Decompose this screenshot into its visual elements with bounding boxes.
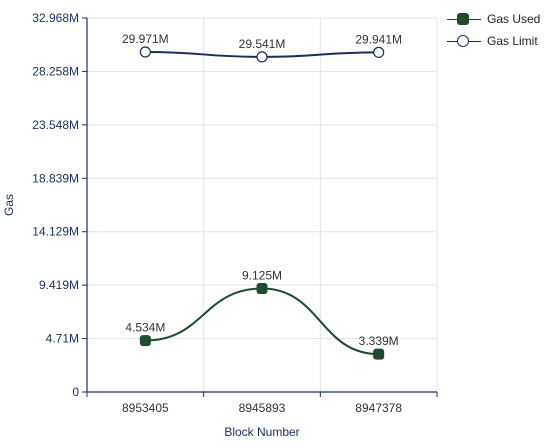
gas-limit-data-label: 29.971M xyxy=(122,32,169,46)
gas-limit-point xyxy=(373,46,385,58)
y-tick-label: 9.419M xyxy=(39,278,79,292)
series-layer: 4.534M 9.125M 3.339M 29.971M 29.541M 29.941M xyxy=(122,32,402,360)
gas-limit-marker-icon xyxy=(447,34,481,48)
x-axis-title: Block Number xyxy=(224,425,299,439)
gas-used-point xyxy=(139,335,151,347)
legend-item-gas-limit[interactable]: Gas Limit xyxy=(447,30,540,52)
x-tick-label: 8953405 xyxy=(122,401,169,415)
gas-limit-data-label: 29.941M xyxy=(355,32,402,46)
y-tick-label: 18.839M xyxy=(32,171,79,185)
y-tick-label: 28.258M xyxy=(32,64,79,78)
y-tick-label: 14.129M xyxy=(32,225,79,239)
axis-layer: 0 4.71M 9.419M 14.129M 18.839M 23.548M 28.258M… xyxy=(32,11,438,415)
grid-layer xyxy=(87,17,438,392)
legend-label-gas-used: Gas Used xyxy=(487,12,541,26)
legend: Gas Used Gas Limit xyxy=(447,8,540,52)
gas-used-data-label: 3.339M xyxy=(359,334,399,348)
gas-limit-point xyxy=(256,51,268,63)
y-axis-title: Gas xyxy=(2,194,16,216)
gas-used-data-label: 9.125M xyxy=(242,268,282,282)
gas-used-line xyxy=(145,287,379,356)
y-tick-label: 32.968M xyxy=(32,11,79,25)
y-tick-label: 23.548M xyxy=(32,118,79,132)
x-tick-label: 8947378 xyxy=(355,401,402,415)
gas-limit-point xyxy=(139,46,151,58)
x-tick-label: 8945893 xyxy=(239,401,286,415)
gas-limit-data-label: 29.541M xyxy=(239,37,286,51)
gas-used-data-label: 4.534M xyxy=(125,321,165,335)
y-tick-label: 4.71M xyxy=(46,332,79,346)
legend-label-gas-limit: Gas Limit xyxy=(487,34,538,48)
gas-used-point xyxy=(373,348,385,360)
gas-used-point xyxy=(256,282,268,294)
y-tick-label: 0 xyxy=(72,385,79,399)
legend-item-gas-used[interactable]: Gas Used xyxy=(447,8,540,30)
gas-used-marker-icon xyxy=(447,12,481,26)
